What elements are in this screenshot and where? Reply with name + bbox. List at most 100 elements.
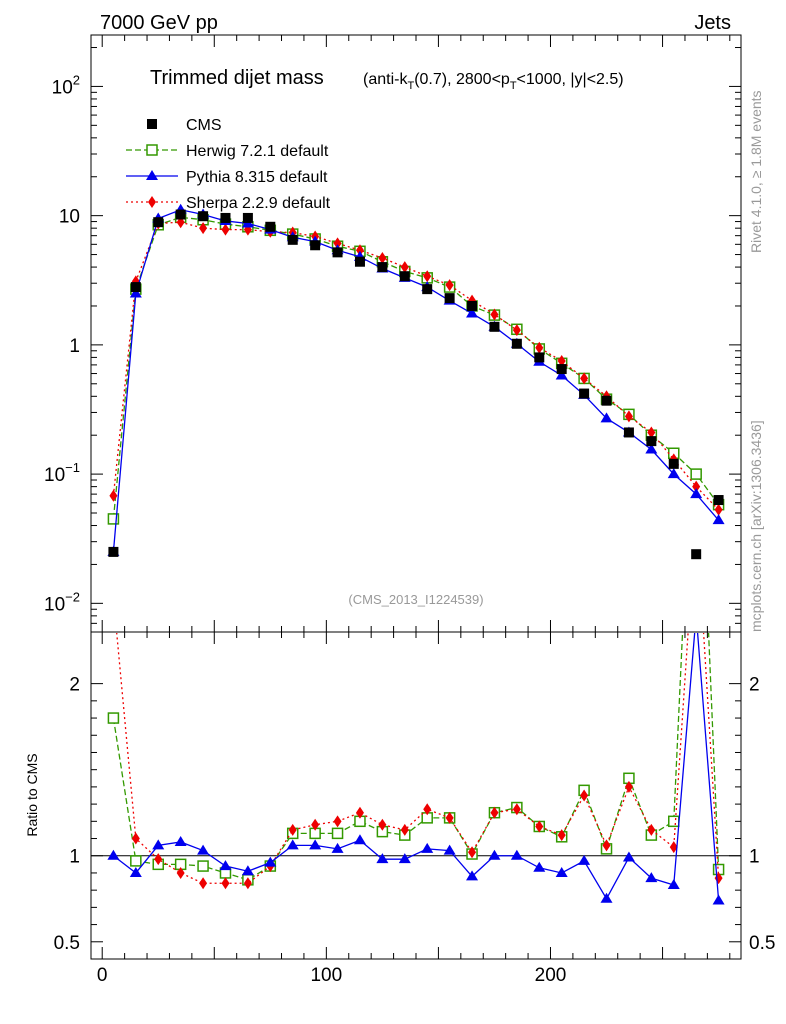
y-tick-label-ratio: 1: [69, 847, 80, 868]
data-point-triangle: [667, 468, 680, 479]
data-point-diamond: [355, 244, 364, 257]
data-point-open-square: [690, 468, 702, 480]
data-point-diamond: [714, 503, 723, 516]
data-point-diamond: [176, 866, 185, 879]
data-point-triangle: [466, 870, 479, 881]
data-point-triangle: [555, 866, 568, 877]
data-point-open-square: [107, 712, 120, 724]
ratio-panel: 0.5 0.5 1 1 2 2 0 100 200 Ratio to CMS: [24, 631, 775, 986]
data-point-square: [332, 247, 343, 258]
y-tick-label-ratio: 2: [69, 675, 80, 696]
x-tick-label: 100: [310, 965, 342, 986]
data-point-square: [646, 436, 657, 447]
data-point-triangle: [376, 853, 389, 864]
series-herwig: [107, 211, 725, 525]
series-sherpa: [109, 216, 723, 516]
data-point-square: [556, 364, 567, 375]
data-point-square: [713, 495, 724, 506]
analysis-id: (CMS_2013_I1224539): [348, 592, 483, 607]
data-point-triangle: [712, 514, 725, 525]
data-point-square: [444, 293, 455, 304]
ratio-series-pythia: [107, 633, 725, 905]
data-point-diamond: [355, 806, 364, 819]
data-point-square: [147, 119, 157, 129]
legend-label: Sherpa 2.2.9 default: [186, 195, 331, 212]
category-label: Jets: [694, 12, 731, 34]
ratio-line: [116, 633, 720, 884]
data-point-triangle: [443, 844, 456, 855]
data-point-triangle: [146, 170, 158, 180]
data-point-square: [377, 262, 388, 273]
data-point-triangle: [152, 839, 165, 850]
data-point-triangle: [264, 856, 277, 867]
ratio-line: [113, 633, 720, 901]
data-point-square: [153, 217, 164, 228]
data-point-diamond: [624, 780, 633, 793]
data-point-diamond: [199, 222, 208, 235]
data-point-open-square: [668, 815, 680, 828]
legend-entry: Herwig 7.2.1 default: [126, 143, 329, 160]
chart-subtitle: (anti-kT(0.7), 2800<pT<1000, |y|<2.5): [363, 71, 624, 92]
data-point-square: [467, 300, 478, 311]
data-point-triangle: [353, 834, 366, 845]
chart-title: Trimmed dijet mass: [150, 67, 324, 89]
data-point-square: [175, 209, 186, 220]
chart-subtitle-mid: (0.7), 2800<p: [414, 71, 510, 88]
data-point-square: [668, 458, 679, 469]
data-point-triangle: [510, 849, 523, 860]
y-tick-label-ratio-right: 1: [749, 847, 760, 868]
data-point-diamond: [490, 308, 499, 321]
ratio-series-herwig: [107, 633, 725, 886]
y-tick-label-exp: −2: [65, 589, 80, 604]
y-tick-label-main: 10: [59, 207, 80, 228]
side-source-label: mcplots.cern.ch [arXiv:1306.3436]: [748, 420, 764, 632]
series-pythia: [107, 203, 725, 556]
y-tick-label-ratio-right: 0.5: [749, 933, 775, 954]
series-line: [112, 221, 720, 511]
data-point-diamond: [333, 815, 342, 828]
chart-subtitle-pre: (anti-k: [363, 71, 408, 88]
data-point-diamond: [580, 789, 589, 802]
data-point-triangle: [174, 835, 187, 846]
data-point-square: [242, 212, 253, 223]
data-point-diamond: [311, 818, 320, 831]
legend-entry: Sherpa 2.2.9 default: [126, 195, 331, 212]
data-point-square: [422, 284, 433, 295]
data-point-open-square: [146, 144, 158, 156]
data-point-triangle: [622, 851, 635, 862]
data-point-diamond: [221, 223, 230, 236]
data-point-open-square: [107, 513, 120, 525]
data-point-diamond: [333, 237, 342, 250]
data-point-diamond: [148, 196, 156, 208]
y-tick-label-exp: 2: [73, 72, 80, 87]
data-point-diamond: [131, 832, 140, 845]
data-point-diamond: [512, 803, 521, 816]
y-tick-label-base: 10: [44, 465, 65, 486]
data-point-square: [534, 352, 545, 363]
data-point-square: [511, 338, 522, 349]
data-point-triangle: [488, 849, 501, 860]
y-tick-label-base: 10: [52, 77, 73, 98]
data-point-square: [579, 388, 590, 399]
x-tick-label: 0: [97, 965, 108, 986]
data-point-diamond: [109, 489, 118, 502]
data-point-triangle: [286, 839, 299, 850]
data-point-diamond: [154, 853, 163, 866]
data-point-diamond: [535, 341, 544, 354]
series-line: [112, 209, 720, 552]
legend-label: Pythia 8.315 default: [186, 169, 328, 186]
data-point-square: [130, 282, 141, 293]
y-tick-label-main: 10−2: [44, 589, 80, 615]
data-point-triangle: [107, 849, 120, 860]
data-point-diamond: [423, 270, 432, 283]
chart-subtitle-sub2: T: [510, 80, 517, 92]
ratio-frame: [90, 631, 742, 960]
data-point-triangle: [466, 307, 479, 318]
legend-entry: Pythia 8.315 default: [126, 169, 328, 186]
y-tick-label-exp: −1: [65, 460, 80, 475]
series-line: [112, 216, 720, 519]
data-point-square: [310, 240, 321, 251]
data-point-square: [489, 321, 500, 332]
legend-label: Herwig 7.2.1 default: [186, 143, 329, 160]
data-point-triangle: [398, 853, 411, 864]
